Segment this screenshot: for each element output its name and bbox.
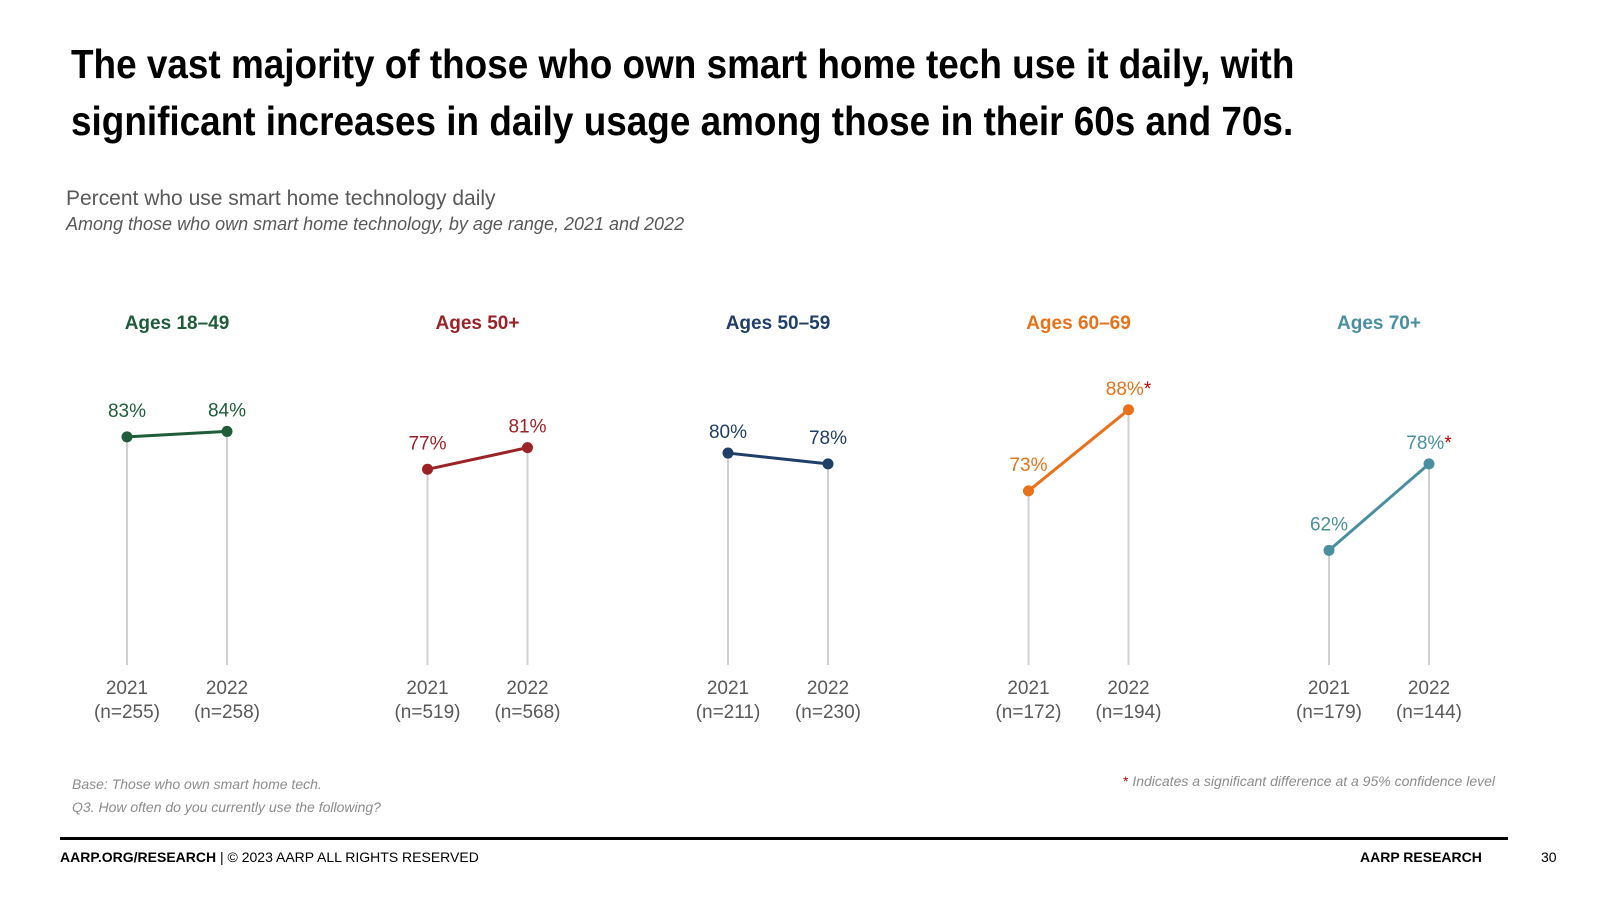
data-label: 73%: [1009, 455, 1047, 476]
footer-brand: AARP RESEARCH: [1360, 849, 1482, 865]
group-title: Ages 70+: [1337, 313, 1421, 334]
sample-size-label: (n=179): [1296, 702, 1362, 723]
data-label: 88%*: [1106, 379, 1152, 400]
data-point: [1323, 544, 1335, 556]
group-title: Ages 50–59: [726, 313, 831, 334]
significance-marker: *: [1444, 433, 1452, 454]
significance-text: Indicates a significant difference at a …: [1132, 773, 1495, 789]
sample-size-label: (n=172): [995, 702, 1061, 723]
chart-title: Percent who use smart home technology da…: [66, 187, 496, 210]
sample-size-label: (n=230): [795, 702, 861, 723]
series-line: [1027, 408, 1130, 493]
series-line: [126, 429, 228, 439]
data-point: [722, 447, 734, 459]
sample-size-label: (n=568): [494, 702, 560, 723]
sample-size-label: (n=211): [696, 702, 761, 723]
data-point: [522, 442, 533, 454]
data-label: 84%: [208, 400, 246, 421]
year-label: 2021: [1007, 678, 1049, 699]
year-label: 2021: [106, 678, 148, 699]
group-title: Ages 60–69: [1026, 313, 1131, 334]
data-label: 81%: [508, 417, 546, 438]
data-point: [1423, 458, 1435, 470]
group-title: Ages 18–49: [125, 313, 230, 334]
year-label: 2022: [1107, 678, 1149, 699]
series-line: [727, 451, 829, 466]
data-label: 78%: [809, 428, 847, 449]
data-label: 77%: [408, 433, 446, 454]
question-text: Q3. How often do you currently use the f…: [72, 799, 381, 815]
base-note: Base: Those who own smart home tech. Q3.…: [72, 773, 381, 819]
year-label: 2022: [206, 678, 248, 699]
sample-size-label: (n=255): [94, 702, 160, 723]
data-point: [221, 425, 233, 437]
sample-size-label: (n=258): [194, 702, 260, 723]
headline: The vast majority of those who own smart…: [71, 41, 1295, 144]
significance-note: * Indicates a significant difference at …: [1123, 773, 1495, 789]
series-line: [427, 446, 528, 471]
sample-size-label: (n=194): [1095, 702, 1161, 723]
group-title: Ages 50+: [436, 313, 520, 334]
year-label: 2022: [506, 678, 548, 699]
data-point: [121, 431, 133, 443]
slope-chart: Ages 18–49 83% 2021 (n=255) 84% 2022 (n=258) Ag…: [94, 313, 1462, 723]
chart-subtitle: Among those who own smart home technolog…: [66, 214, 685, 234]
year-label: 2021: [406, 678, 448, 699]
data-label: 80%: [709, 422, 747, 443]
data-label: 78%*: [1406, 433, 1452, 454]
data-point: [822, 458, 834, 470]
year-label: 2021: [707, 678, 749, 699]
data-point: [1023, 485, 1034, 497]
year-label: 2021: [1308, 678, 1350, 699]
footer-rule: [60, 837, 1508, 840]
data-label: 83%: [108, 401, 146, 422]
footer-link: AARP.ORG/RESEARCH: [60, 849, 217, 865]
sample-size-label: (n=519): [394, 702, 460, 723]
series-line: [1328, 462, 1430, 552]
significance-star: *: [1122, 773, 1129, 789]
year-label: 2022: [1408, 678, 1450, 699]
data-label: 62%: [1310, 514, 1348, 535]
year-label: 2022: [807, 678, 849, 699]
footer-left: AARP.ORG/RESEARCH | © 2023 AARP ALL RIGH…: [60, 849, 479, 865]
data-point: [422, 463, 433, 475]
significance-marker: *: [1144, 379, 1152, 400]
page-number: 30: [1541, 849, 1557, 865]
base-text: Base: Those who own smart home tech.: [72, 776, 322, 792]
sample-size-label: (n=144): [1396, 702, 1462, 723]
data-point: [1123, 404, 1134, 416]
footer-copyright: | © 2023 AARP ALL RIGHTS RESERVED: [216, 849, 479, 865]
